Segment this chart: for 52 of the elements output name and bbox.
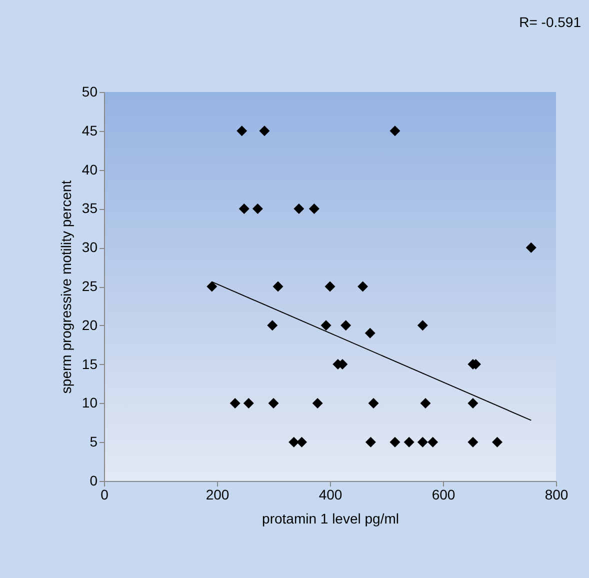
y-tick-label: 0 [90, 472, 98, 488]
point [420, 398, 431, 408]
point [236, 126, 248, 136]
point [368, 398, 379, 408]
point [468, 398, 478, 408]
point [428, 436, 438, 448]
x-axis-title: protamin 1 level pg/ml [262, 510, 399, 526]
y-tick-label: 45 [82, 122, 98, 138]
x-tick-label: 800 [544, 486, 568, 502]
point [206, 281, 218, 292]
x-tick-label: 600 [432, 486, 456, 502]
point [365, 436, 376, 448]
point [272, 281, 284, 292]
point [259, 126, 270, 136]
y-tick-label: 40 [82, 161, 98, 178]
point [364, 328, 376, 338]
x-tick-label: 400 [318, 486, 342, 502]
point [468, 436, 478, 448]
point [308, 203, 320, 214]
point [404, 436, 414, 448]
point [324, 281, 336, 292]
point [268, 398, 279, 408]
point [358, 281, 368, 292]
x-tick-label: 200 [206, 486, 230, 502]
point [417, 320, 428, 331]
point [243, 398, 254, 408]
point [340, 320, 352, 331]
point [294, 203, 304, 214]
text: R= -0.591 [519, 14, 581, 30]
point [526, 242, 536, 253]
point [417, 436, 428, 448]
y-tick-label: 20 [82, 316, 98, 333]
point [252, 203, 263, 214]
y-tick-label: 25 [82, 278, 98, 294]
point [288, 436, 300, 448]
point [390, 126, 400, 136]
point [492, 436, 502, 448]
x-tick-label: 0 [100, 486, 109, 502]
y-tick-label: 35 [82, 200, 98, 216]
y-axis-title: sperm progressive motility percent [58, 180, 74, 394]
y-tick-label: 30 [82, 239, 98, 256]
y-tick-label: 15 [82, 356, 98, 372]
point [320, 320, 332, 331]
point [390, 436, 400, 448]
y-tick-label: 10 [82, 394, 98, 411]
point [296, 436, 307, 448]
y-tick-label: 5 [90, 434, 98, 450]
y-tick-label: 50 [82, 84, 98, 100]
point [230, 398, 240, 408]
point [238, 203, 250, 214]
point [312, 398, 323, 408]
point [267, 320, 278, 331]
